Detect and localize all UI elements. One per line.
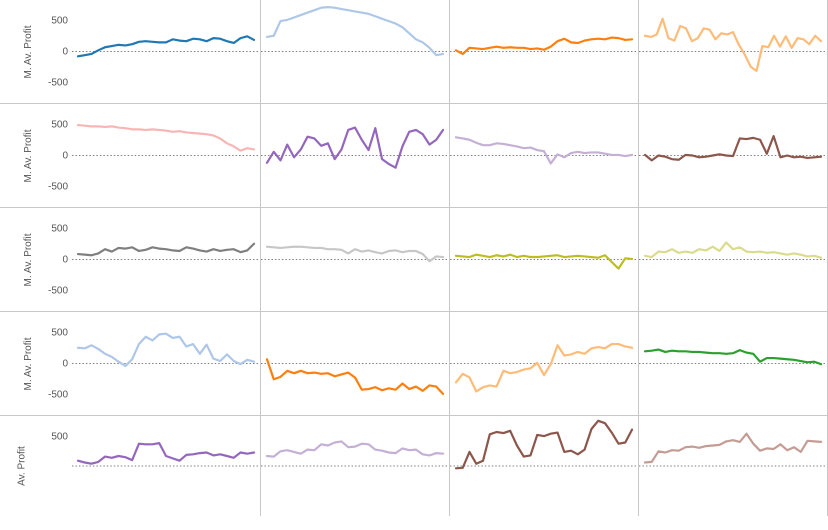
y-tick: -500 (48, 389, 68, 400)
chart-panel (72, 312, 261, 416)
chart-panel (72, 104, 261, 208)
series-line (456, 344, 632, 391)
chart-panel (450, 104, 639, 208)
y-tick: 0 (62, 151, 68, 162)
y-axis-cell: M. Av. Profit-5000500 (0, 208, 72, 312)
y-axis-label: Av. Profit (16, 446, 27, 486)
series-line (456, 255, 632, 269)
series-line (78, 125, 254, 151)
y-tick: 0 (62, 255, 68, 266)
y-tick: 500 (51, 328, 68, 339)
y-axis-cell: Av. Profit 500 (0, 416, 72, 516)
y-axis-ticks: -500 0 500 (28, 312, 68, 415)
chart-panel (261, 0, 450, 104)
series-line (78, 334, 254, 366)
y-axis-ticks: -500 0 500 (28, 208, 68, 311)
y-tick: -500 (48, 77, 68, 88)
y-axis-cell: M. Av. Profit-5000500 (0, 0, 72, 104)
y-axis-ticks: -500 0 500 (28, 104, 68, 207)
y-tick: 500 (51, 16, 68, 27)
series-line (78, 443, 254, 464)
chart-panel (639, 312, 828, 416)
series-line (267, 441, 443, 456)
series-line (267, 247, 443, 262)
series-line (267, 128, 443, 168)
y-axis-ticks: 500 (28, 416, 68, 516)
y-tick: 0 (62, 359, 68, 370)
y-tick: 500 (51, 120, 68, 131)
chart-panel (450, 312, 639, 416)
series-line (645, 136, 821, 160)
chart-panel (72, 208, 261, 312)
chart-panel (450, 416, 639, 516)
y-tick: -500 (48, 285, 68, 296)
y-axis-cell: M. Av. Profit-5000500 (0, 104, 72, 208)
series-line (645, 434, 821, 463)
chart-panel (261, 104, 450, 208)
y-tick: -500 (48, 181, 68, 192)
series-line (645, 19, 821, 71)
chart-panel (261, 416, 450, 516)
series-line (456, 137, 632, 163)
chart-panel (639, 416, 828, 516)
chart-panel (639, 208, 828, 312)
small-multiples-grid: M. Av. Profit-5000500M. Av. Profit-50005… (0, 0, 828, 516)
series-line (645, 242, 821, 257)
chart-panel (450, 0, 639, 104)
chart-panel (261, 208, 450, 312)
series-line (78, 244, 254, 255)
series-line (267, 7, 443, 55)
series-line (267, 359, 443, 394)
chart-panel (450, 208, 639, 312)
chart-panel (72, 416, 261, 516)
y-tick: 500 (51, 431, 68, 442)
chart-panel (639, 0, 828, 104)
chart-panel (261, 312, 450, 416)
series-line (78, 36, 254, 56)
series-line (456, 421, 632, 469)
y-axis-cell: M. Av. Profit-5000500 (0, 312, 72, 416)
series-line (645, 350, 821, 365)
chart-panel (639, 104, 828, 208)
y-tick: 500 (51, 224, 68, 235)
y-tick: 0 (62, 47, 68, 58)
y-axis-ticks: -500 0 500 (28, 0, 68, 103)
chart-panel (72, 0, 261, 104)
